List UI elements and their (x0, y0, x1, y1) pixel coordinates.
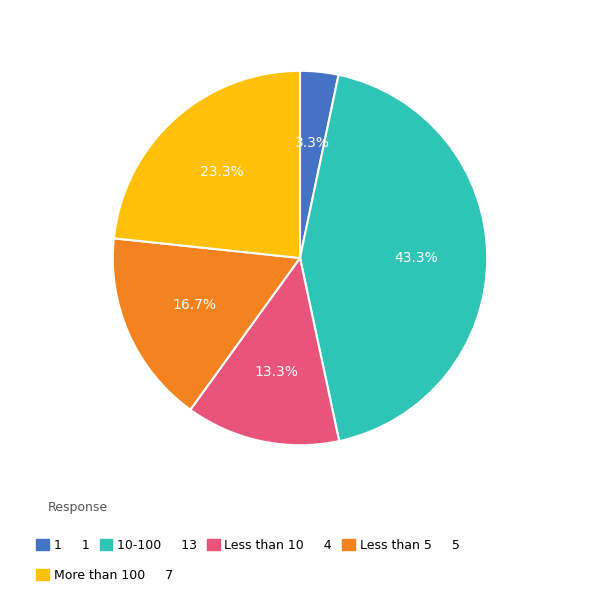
Text: 23.3%: 23.3% (200, 165, 244, 179)
Text: 43.3%: 43.3% (394, 251, 438, 265)
Legend: More than 100     7: More than 100 7 (36, 569, 173, 582)
Legend: 1     1, 10-100     13, Less than 10     4, Less than 5     5: 1 1, 10-100 13, Less than 10 4, Less tha… (36, 539, 460, 552)
Text: 16.7%: 16.7% (172, 298, 216, 313)
Wedge shape (114, 71, 300, 258)
Wedge shape (190, 258, 339, 445)
Text: 3.3%: 3.3% (295, 136, 329, 149)
Wedge shape (300, 71, 338, 258)
Text: 13.3%: 13.3% (254, 365, 298, 379)
Wedge shape (113, 238, 300, 410)
Wedge shape (300, 75, 487, 441)
Text: Response: Response (48, 501, 108, 514)
